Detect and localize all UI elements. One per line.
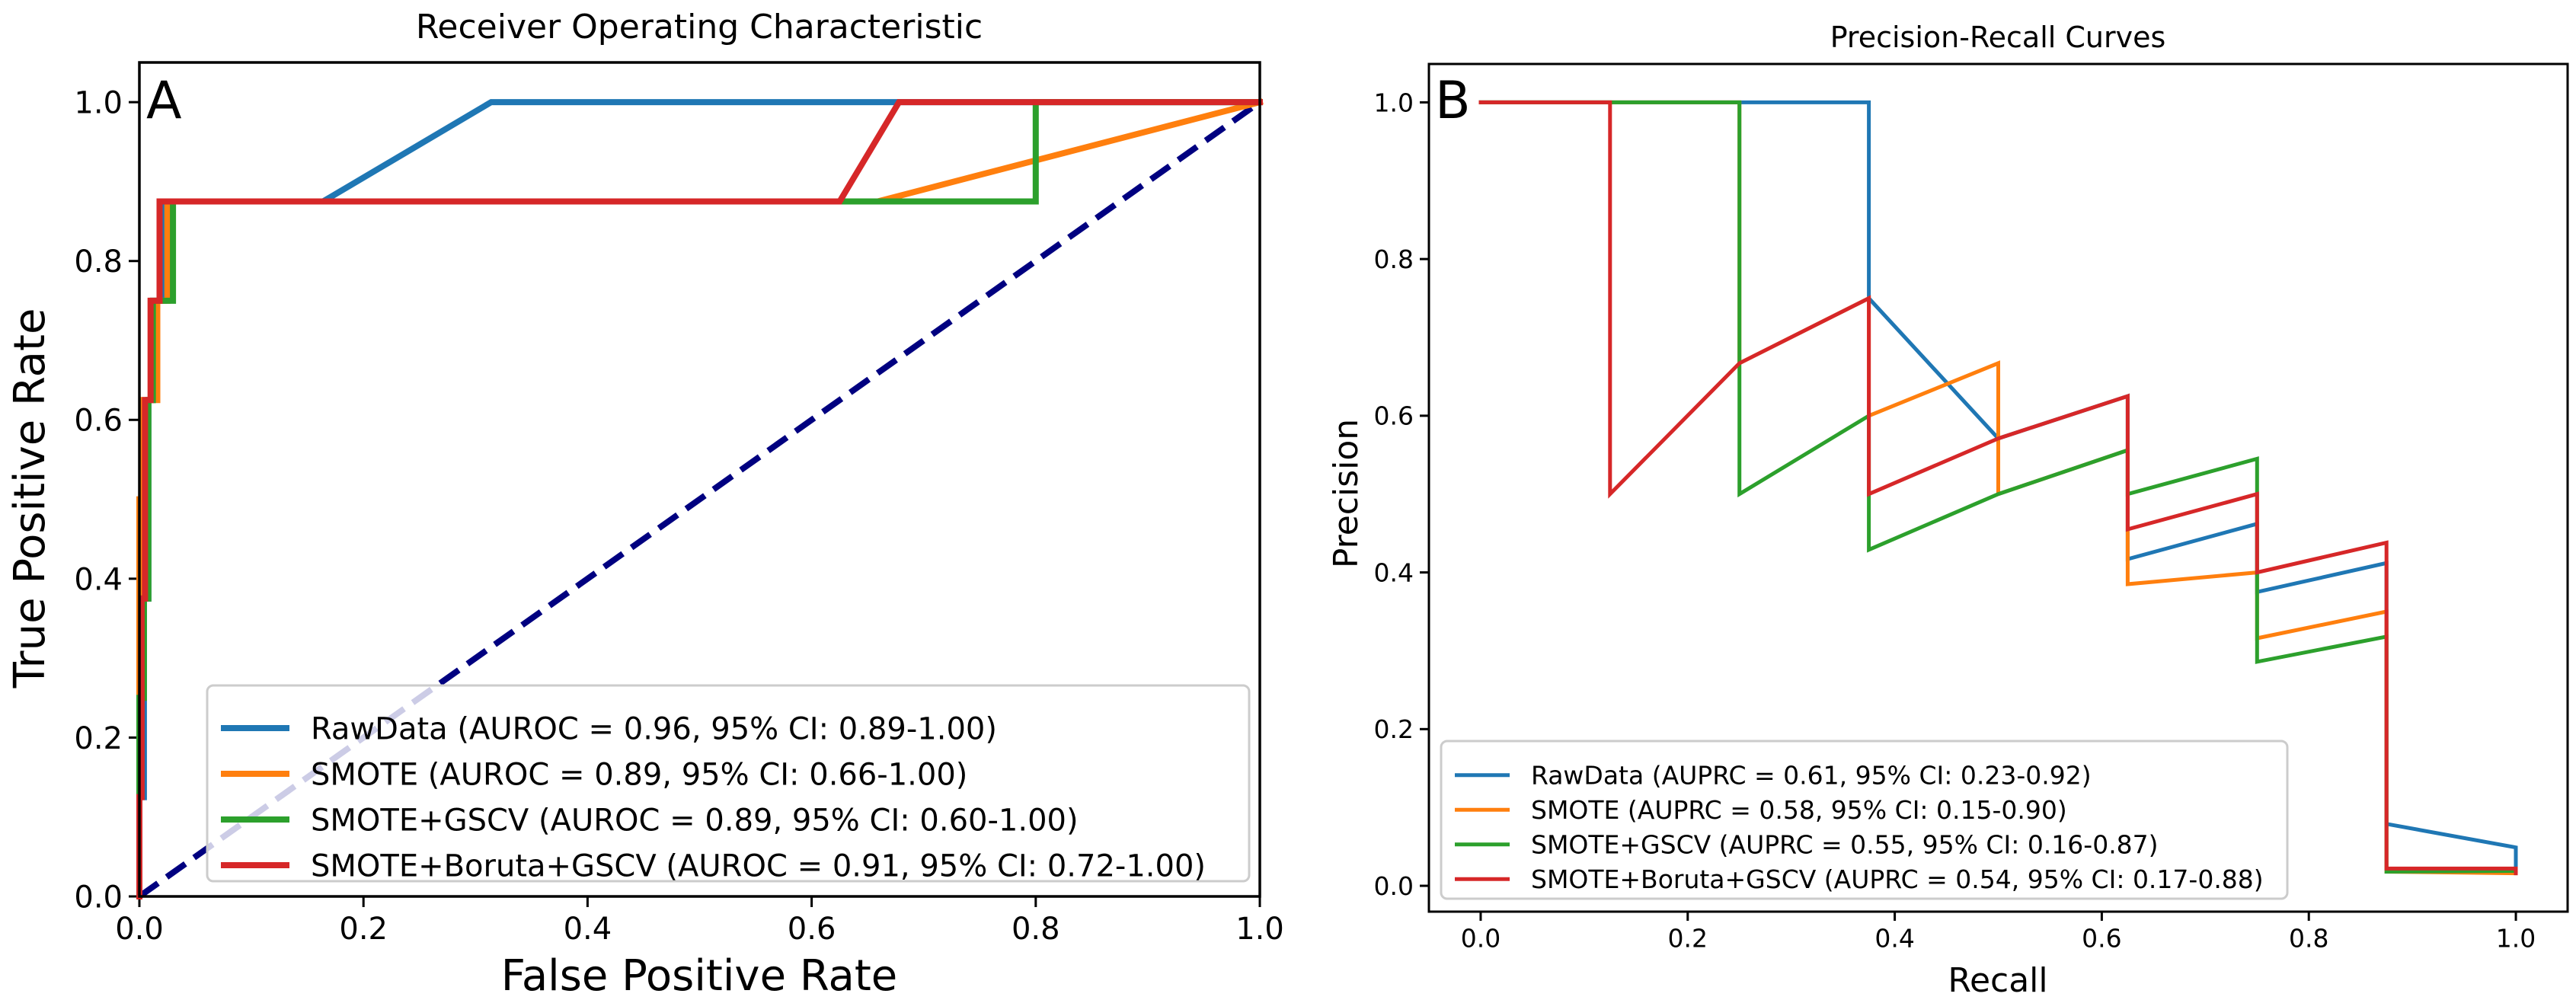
pr-y-tick-label: 0.8: [1374, 244, 1414, 274]
pr-series-smote-boruta-gscv: [1478, 100, 2518, 876]
pr-legend: RawData (AUPRC = 0.61, 95% CI: 0.23-0.92…: [1440, 740, 2289, 900]
pr-y-tick-label: 0.6: [1374, 401, 1414, 431]
roc-x-tick-label: 0.4: [564, 912, 612, 947]
pr-series-rawdata: [1478, 100, 2518, 871]
pr-y-tick-label: 0.4: [1374, 558, 1414, 587]
pr-x-tick-label: 0.2: [1668, 924, 1708, 954]
pr-axes-frame: [1427, 62, 2569, 913]
pr-ticks: 0.0 0.2 0.4 0.6 0.8 1.0 0.0 0.2 0.4 0.6 0.8 1.0: [1374, 88, 2536, 953]
pr-legend-label-rawdata: RawData (AUPRC = 0.61, 95% CI: 0.23-0.92…: [1531, 761, 2092, 791]
roc-series-smote-boruta-gscv: [136, 99, 1263, 899]
pr-legend-label-smote-boruta-gscv: SMOTE+Boruta+GSCV (AUPRC = 0.54, 95% CI:…: [1531, 864, 2264, 894]
pr-panel-label: B: [1435, 71, 1471, 131]
roc-x-tick-label: 0.6: [788, 912, 836, 947]
roc-x-tick-label: 0.8: [1012, 912, 1060, 947]
pr-x-tick-label: 0.4: [1874, 924, 1914, 954]
roc-legend-label-smote-gscv: SMOTE+GSCV (AUROC = 0.89, 95% CI: 0.60-1…: [311, 803, 1079, 838]
roc-legend: RawData (AUROC = 0.96, 95% CI: 0.89-1.00…: [206, 684, 1251, 883]
pr-y-tick-label: 0.2: [1374, 714, 1414, 744]
roc-y-tick-label: 0.2: [74, 721, 123, 756]
roc-y-tick-label: 0.4: [74, 562, 123, 597]
pr-panel: Precision-Recall Curves B Recall Precisi…: [1327, 21, 2569, 1000]
pr-legend-label-smote: SMOTE (AUPRC = 0.58, 95% CI: 0.15-0.90): [1531, 795, 2067, 825]
pr-legend-box: [1440, 740, 2289, 900]
roc-x-tick-label: 0.0: [115, 912, 164, 947]
pr-lines: [1478, 100, 2518, 876]
roc-legend-box: [206, 684, 1251, 883]
pr-x-tick-label: 0.0: [1461, 924, 1501, 954]
pr-x-tick-label: 0.6: [2082, 924, 2121, 954]
roc-title: Receiver Operating Characteristic: [416, 8, 983, 46]
roc-x-axis-label: False Positive Rate: [501, 951, 897, 1000]
pr-y-tick-label: 0.0: [1374, 871, 1414, 901]
roc-y-tick-label: 0.0: [74, 880, 123, 915]
roc-panel-label: A: [146, 71, 182, 131]
roc-y-tick-label: 1.0: [74, 86, 123, 121]
pr-y-axis-label: Precision: [1327, 419, 1366, 568]
pr-x-tick-label: 1.0: [2496, 924, 2536, 954]
pr-x-tick-label: 0.8: [2289, 924, 2328, 954]
roc-panel: Receiver Operating Characteristic A Fals…: [5, 8, 1284, 1000]
roc-x-tick-label: 0.2: [339, 912, 388, 947]
chance-reference-line: [137, 99, 1262, 899]
roc-legend-label-rawdata: RawData (AUROC = 0.96, 95% CI: 0.89-1.00…: [311, 711, 997, 746]
roc-axes-frame: [138, 61, 1261, 898]
pr-y-tick-label: 1.0: [1374, 88, 1414, 117]
roc-y-tick-label: 0.8: [74, 244, 123, 280]
roc-lines: [136, 98, 1264, 899]
roc-x-tick-label: 1.0: [1235, 912, 1284, 947]
pr-legend-label-smote-gscv: SMOTE+GSCV (AUPRC = 0.55, 95% CI: 0.16-0…: [1531, 830, 2159, 860]
roc-y-axis-label: True Positive Rate: [5, 308, 55, 689]
pr-title: Precision-Recall Curves: [1830, 21, 2166, 54]
roc-legend-label-smote-boruta-gscv: SMOTE+Boruta+GSCV (AUROC = 0.91, 95% CI:…: [311, 848, 1206, 883]
roc-legend-label-smote: SMOTE (AUROC = 0.89, 95% CI: 0.66-1.00): [311, 757, 967, 792]
roc-y-tick-label: 0.6: [74, 404, 123, 439]
pr-x-axis-label: Recall: [1948, 961, 2047, 1000]
roc-ticks: 0.0 0.2 0.4 0.6 0.8 1.0 0.0 0.2 0.4 0.6 0.8 1.0: [74, 86, 1283, 947]
